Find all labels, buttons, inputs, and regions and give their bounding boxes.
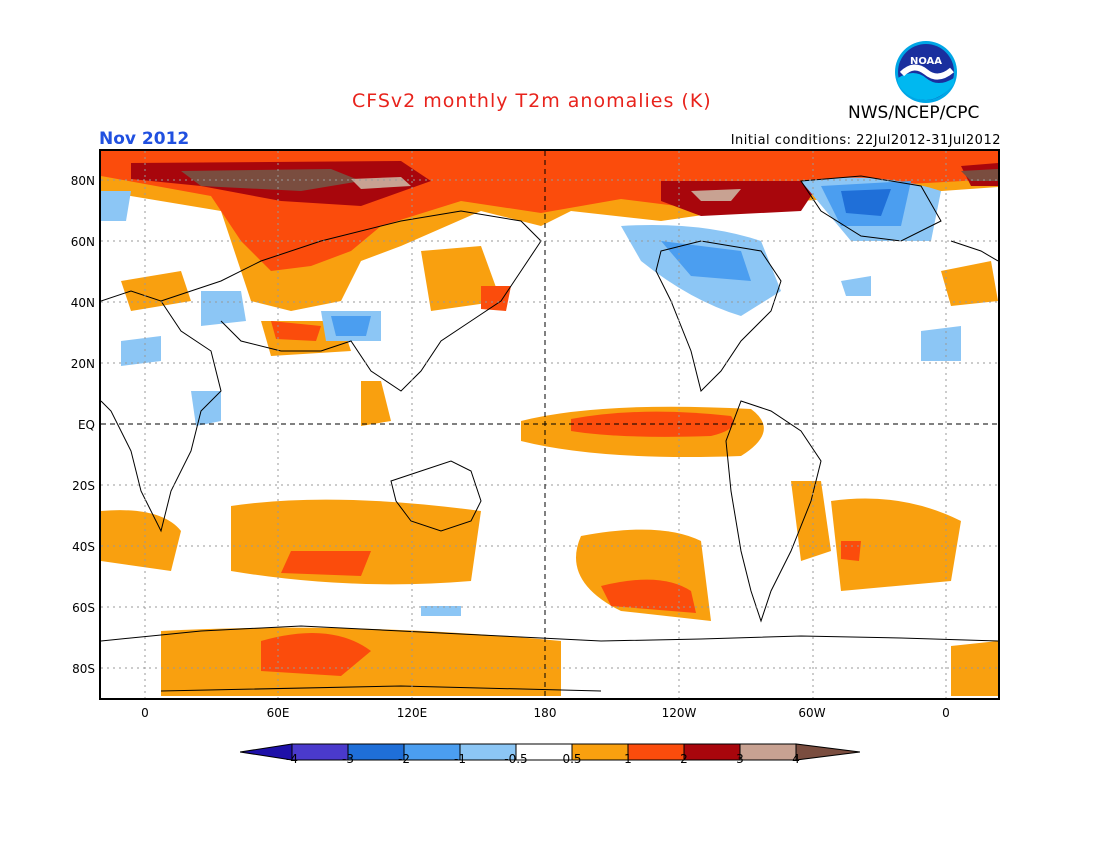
lat-label: 40N (70, 296, 95, 310)
colorbar-tick-label: -0.5 (504, 752, 528, 766)
lon-label: 120W (661, 706, 697, 720)
noaa-logo: NOAA (895, 41, 957, 103)
strong-cold-regions (841, 189, 891, 216)
lat-label: 80N (70, 174, 95, 188)
noaa-logo-text: NOAA (910, 56, 942, 67)
anomaly-map (99, 149, 1000, 700)
colorbar-tick-label: 3 (736, 752, 744, 766)
lat-label: 60N (70, 235, 95, 249)
lat-label: 40S (72, 540, 95, 554)
cold-anomaly-regions (101, 177, 961, 616)
lat-label: 20N (70, 357, 95, 371)
lon-label: 120E (396, 706, 428, 720)
anomaly-map-svg (101, 151, 998, 698)
colorbar-tick-label: 0.5 (562, 752, 582, 766)
colorbar-segment (795, 743, 860, 761)
colorbar-tick-label: 2 (680, 752, 688, 766)
lat-label: 60S (72, 601, 95, 615)
lon-label: 60W (798, 706, 826, 720)
lon-label: 0 (141, 706, 149, 720)
colorbar-tick-label: 4 (792, 752, 800, 766)
lat-label: EQ (77, 418, 95, 432)
colorbar-tick-label: -2 (398, 752, 410, 766)
initial-conditions-label: Initial conditions: 22Jul2012-31Jul2012 (730, 133, 1001, 148)
colorbar (240, 743, 860, 761)
lat-label: 20S (72, 479, 95, 493)
lon-label: 180 (533, 706, 557, 720)
coastlines (101, 175, 998, 692)
forecast-month: Nov 2012 (99, 129, 190, 149)
colorbar-tick-label: -3 (342, 752, 354, 766)
organization-label: NWS/NCEP/CPC (848, 103, 980, 123)
colorbar-tick-label: -1 (454, 752, 466, 766)
lon-label: 0 (942, 706, 950, 720)
lat-label: 80S (72, 662, 95, 676)
map-title: CFSv2 monthly T2m anomalies (K) (352, 90, 712, 112)
colorbar-tick-label: -4 (286, 752, 298, 766)
colorbar-tick-label: 1 (624, 752, 632, 766)
lon-gridlines (144, 151, 947, 698)
lon-label: 60E (266, 706, 290, 720)
